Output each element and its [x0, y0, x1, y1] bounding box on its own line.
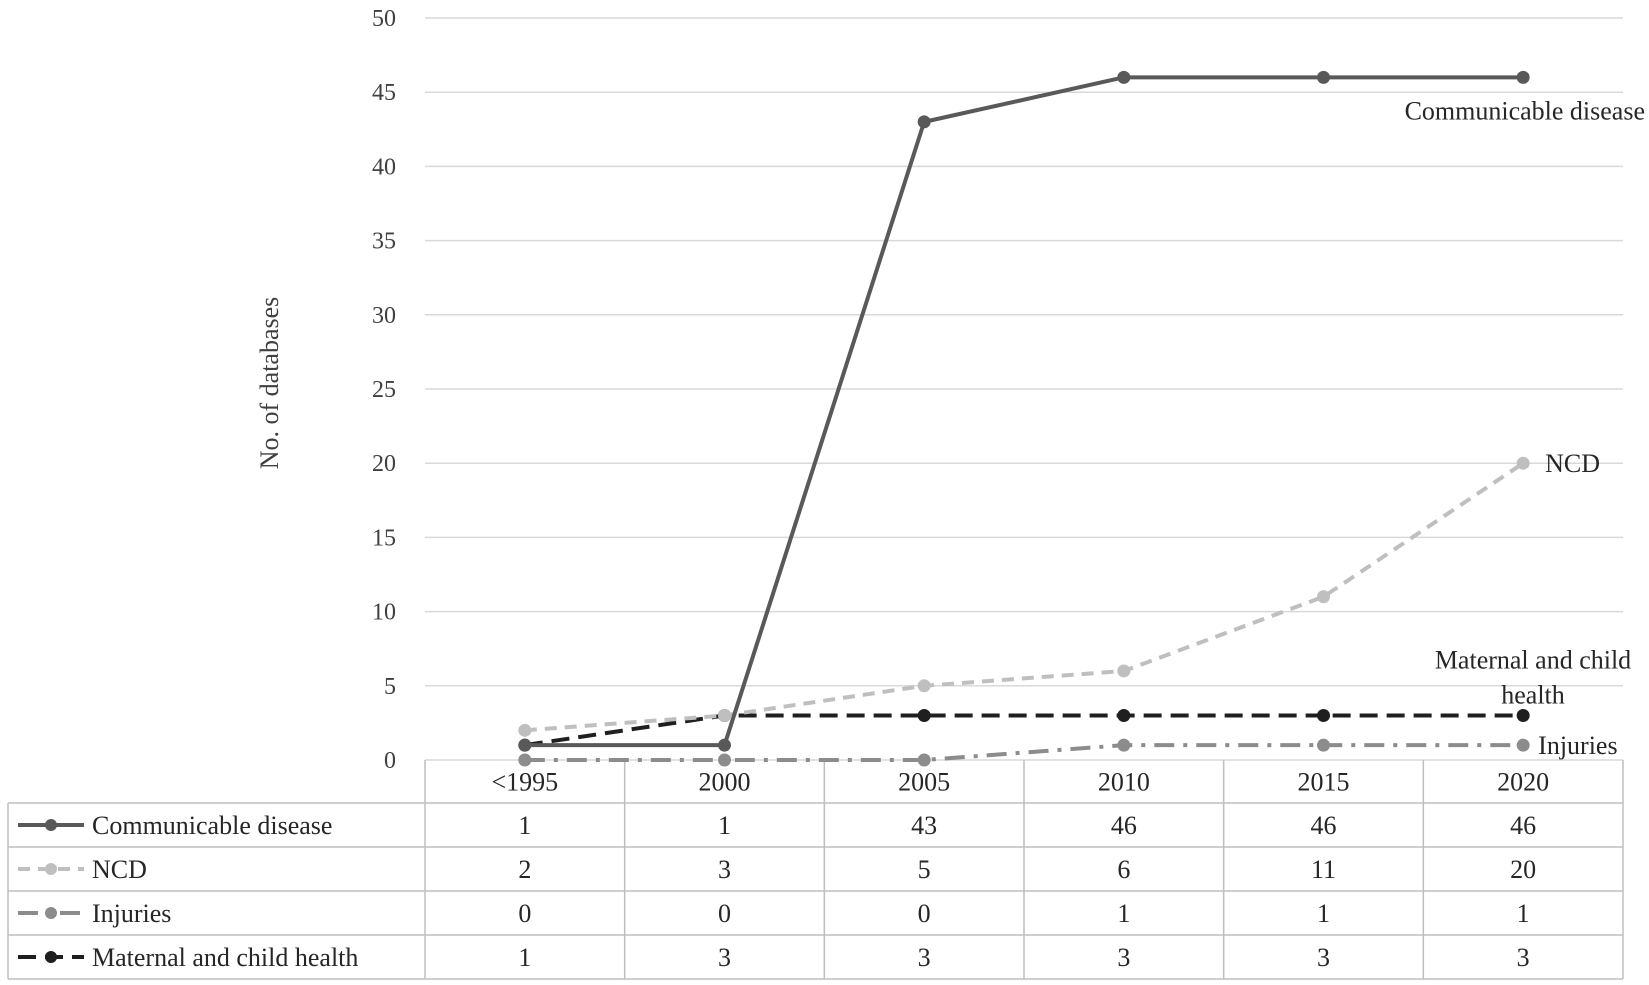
- table-cell-value: 3: [718, 943, 731, 972]
- data-point: [917, 708, 931, 722]
- table-cell-value: 1: [518, 811, 531, 840]
- table-cell-value: 1: [1117, 899, 1130, 928]
- table-cell-value: 1: [1517, 899, 1530, 928]
- data-point: [518, 753, 532, 767]
- series-end-label: Maternal and child health: [1435, 645, 1631, 709]
- category-label: 2015: [1298, 768, 1350, 797]
- data-point: [518, 738, 532, 752]
- series-line: [524, 75, 1524, 748]
- legend-label: NCD: [92, 855, 147, 884]
- table-cell-value: 0: [918, 899, 931, 928]
- category-label: 2000: [699, 768, 751, 797]
- series-line: [524, 713, 1524, 748]
- table-cell-value: 3: [1317, 943, 1330, 972]
- y-tick-label-35: 35: [372, 229, 396, 255]
- series-line: [524, 461, 1525, 733]
- gridlines: [425, 17, 1623, 761]
- y-tick-label-10: 10: [372, 600, 396, 626]
- series-end-labels: Communicable disease NCD Injuries Maternal …: [1405, 96, 1645, 760]
- data-point: [718, 708, 731, 722]
- table-cell-value: 2: [518, 855, 531, 884]
- data-point: [1317, 590, 1330, 604]
- data-point: [917, 679, 931, 693]
- data-point: [1516, 456, 1530, 470]
- y-tick-label-15: 15: [372, 525, 396, 551]
- data-point: [1317, 708, 1330, 722]
- data-point: [718, 738, 731, 752]
- category-label: 2010: [1098, 768, 1150, 797]
- category-label: <1995: [491, 768, 558, 797]
- y-tick-label-40: 40: [372, 154, 396, 180]
- data-point: [518, 723, 532, 737]
- series-end-label: NCD: [1545, 449, 1600, 478]
- y-tick-label-0: 0: [384, 748, 396, 774]
- legend-key-marker: [45, 907, 57, 919]
- y-axis-ticks: 0 5 10 15 20 25 30 35 40 45 50: [372, 6, 396, 774]
- table-cell-value: 1: [518, 943, 531, 972]
- series-end-label: Injuries: [1538, 731, 1617, 760]
- table-cell-value: 6: [1117, 855, 1130, 884]
- table-cell-value: 46: [1111, 811, 1137, 840]
- data-point: [718, 753, 731, 767]
- y-axis-title: No. of databases: [255, 297, 284, 470]
- table-cell-value: 3: [918, 943, 931, 972]
- data-point: [1516, 738, 1530, 752]
- y-tick-label-50: 50: [372, 6, 396, 32]
- series-end-label: Communicable disease: [1405, 96, 1645, 125]
- data-point: [1317, 738, 1330, 752]
- table-cell-value: 0: [718, 899, 731, 928]
- table-cell-value: 0: [518, 899, 531, 928]
- table-cell-value: 43: [911, 811, 937, 840]
- legend-label: Communicable disease: [92, 811, 332, 840]
- table-cell-value: 20: [1510, 855, 1536, 884]
- table-cell-value: 3: [1517, 943, 1530, 972]
- legend-key-marker: [45, 819, 57, 831]
- legend-key-marker: [45, 863, 57, 875]
- data-point: [1117, 664, 1131, 678]
- table-cell-value: 46: [1311, 811, 1337, 840]
- series-lines: [518, 70, 1530, 767]
- data-point: [1516, 70, 1530, 84]
- table-cell-value: 3: [718, 855, 731, 884]
- data-point: [1117, 738, 1131, 752]
- legend-label: Injuries: [92, 899, 171, 928]
- data-point: [917, 115, 931, 129]
- data-point: [1117, 70, 1131, 84]
- legend-label: Maternal and child health: [92, 943, 358, 972]
- table-cell-value: 46: [1510, 811, 1536, 840]
- data-point: [1317, 70, 1330, 84]
- y-tick-label-30: 30: [372, 303, 396, 329]
- y-tick-label-5: 5: [384, 674, 396, 700]
- y-tick-label-25: 25: [372, 377, 396, 403]
- data-point: [1516, 708, 1530, 722]
- table-cell-value: 11: [1311, 855, 1336, 884]
- y-tick-label-45: 45: [372, 80, 396, 106]
- table-cell-value: 1: [1317, 899, 1330, 928]
- category-label: 2005: [898, 768, 950, 797]
- series-line: [524, 743, 1524, 762]
- y-tick-label-20: 20: [372, 451, 396, 477]
- legend-key-marker: [45, 951, 57, 963]
- table-cell-value: 5: [918, 855, 931, 884]
- data-point: [917, 753, 931, 767]
- table-cell-value: 3: [1117, 943, 1130, 972]
- data-point: [1117, 708, 1131, 722]
- table-cell-value: 1: [718, 811, 731, 840]
- category-label: 2020: [1497, 768, 1549, 797]
